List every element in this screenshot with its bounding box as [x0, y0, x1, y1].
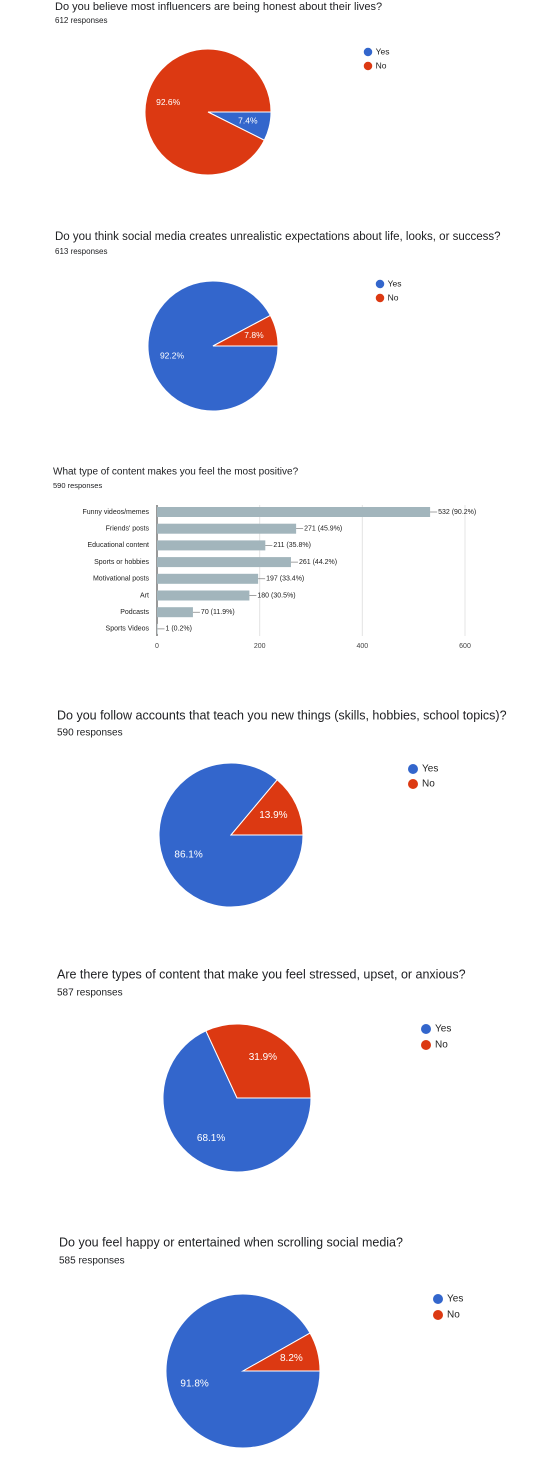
legend-label: Yes — [435, 1024, 451, 1035]
chart-subtitle: 590 responses — [53, 481, 102, 490]
slice-label: 86.1% — [174, 849, 202, 860]
bar — [157, 573, 259, 584]
pie-slice — [241, 1332, 321, 1372]
legend-label: Yes — [422, 764, 438, 775]
x-tick-label: 600 — [459, 643, 471, 650]
slice-label: 92.6% — [156, 97, 181, 107]
slice-label: 92.2% — [160, 350, 185, 360]
legend-label: No — [388, 292, 399, 302]
slice-label: 7.4% — [238, 116, 258, 126]
bar — [157, 623, 158, 634]
legend-swatch — [421, 1024, 431, 1034]
pie-slice — [158, 762, 304, 908]
value-label: 271 (45.9%) — [304, 526, 342, 533]
pie-slice — [212, 314, 279, 347]
chart-title: Are there types of content that make you… — [57, 967, 466, 981]
pie-slice — [205, 1023, 312, 1099]
y-tick-label: Funny videos/memes — [82, 509, 149, 516]
value-label: 70 (11.9%) — [201, 609, 235, 616]
x-tick-label: 0 — [155, 643, 159, 650]
chart-title: Do you believe most influencers are bein… — [55, 1, 382, 13]
legend-swatch — [375, 293, 385, 303]
chart-title: Do you think social media creates unreal… — [55, 231, 501, 243]
pie-slice — [144, 48, 272, 176]
legend-label: Yes — [376, 46, 390, 56]
legend-label: No — [447, 1310, 460, 1321]
legend-label: No — [435, 1040, 448, 1051]
y-tick-label: Educational content — [88, 542, 150, 549]
y-tick-label: Podcasts — [120, 609, 149, 616]
slice-label: 7.8% — [244, 330, 264, 340]
y-tick-label: Sports or hobbies — [94, 559, 149, 566]
bar — [157, 557, 291, 568]
pie-slice — [162, 1030, 312, 1173]
slice-label: 13.9% — [259, 810, 287, 821]
legend-swatch — [421, 1040, 431, 1050]
slice-label: 91.8% — [180, 1378, 208, 1389]
chart-subtitle: 612 responses — [55, 16, 107, 25]
x-tick-label: 400 — [356, 643, 368, 650]
legend-swatch — [433, 1294, 443, 1304]
legend-label: Yes — [447, 1294, 463, 1305]
value-label: 211 (35.8%) — [273, 542, 311, 549]
y-tick-label: Friends' posts — [106, 526, 150, 533]
pie-slice — [229, 779, 304, 836]
x-tick-label: 200 — [254, 643, 266, 650]
chart-subtitle: 590 responses — [57, 728, 123, 739]
value-label: 197 (33.4%) — [266, 576, 304, 583]
bar — [157, 540, 266, 551]
bar — [157, 507, 431, 517]
legend-swatch — [363, 47, 373, 57]
chart-title: Do you feel happy or entertained when sc… — [59, 1235, 403, 1249]
legend-label: Yes — [388, 278, 402, 288]
legend-label: No — [422, 779, 435, 790]
chart-subtitle: 587 responses — [57, 988, 123, 999]
slice-label: 8.2% — [280, 1353, 303, 1364]
bar — [157, 590, 250, 601]
legend-swatch — [408, 779, 418, 789]
y-tick-label: Sports Videos — [106, 626, 150, 633]
chart-subtitle: 585 responses — [59, 1256, 125, 1267]
value-label: 532 (90.2%) — [438, 509, 476, 516]
legend-swatch — [408, 764, 418, 774]
legend-swatch — [433, 1310, 443, 1320]
value-label: 180 (30.5%) — [257, 592, 295, 599]
legend-swatch — [375, 279, 385, 289]
bar — [157, 523, 297, 534]
slice-label: 31.9% — [249, 1052, 277, 1063]
value-label: 1 (0.2%) — [166, 626, 192, 633]
chart-subtitle: 613 responses — [55, 247, 107, 256]
chart-title: What type of content makes you feel the … — [53, 467, 299, 478]
chart-title: Do you follow accounts that teach you ne… — [57, 708, 507, 722]
legend-swatch — [363, 61, 373, 71]
y-tick-label: Art — [140, 592, 149, 599]
bar — [157, 607, 193, 618]
value-label: 261 (44.2%) — [299, 559, 337, 566]
legend-label: No — [376, 60, 387, 70]
slice-label: 68.1% — [197, 1133, 225, 1144]
y-tick-label: Motivational posts — [93, 576, 150, 583]
